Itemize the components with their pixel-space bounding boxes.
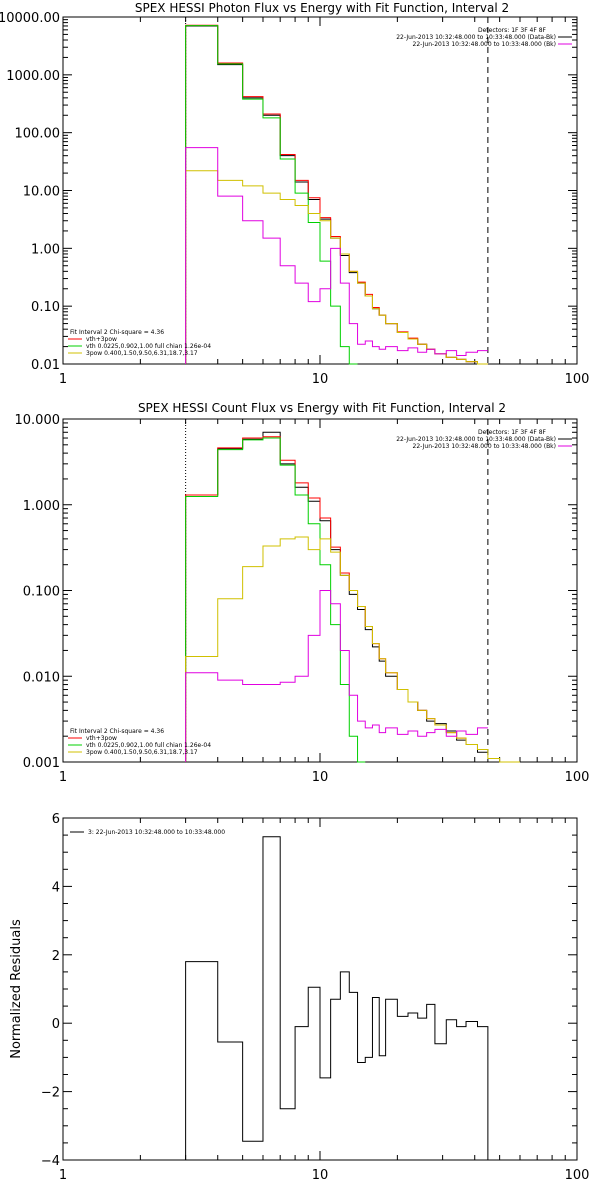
x-tick-label: 1	[59, 770, 67, 785]
panel1-vlines	[185, 17, 489, 364]
y-tick-label: 4	[52, 880, 60, 895]
panel1-legend-bottom: Fit Interval 2 Chi-square = 4.36 vth+3po…	[68, 329, 211, 357]
panel2-legend-chisq: Fit Interval 2 Chi-square = 4.36	[70, 728, 164, 735]
y-tick-label: 0.100	[23, 585, 60, 600]
panel1-legend-vth: vth 0.0225,0.902,1.00 full chian 1.26e-0…	[86, 343, 211, 350]
x-tick-label: 100	[565, 1168, 590, 1183]
panel2-title: SPEX HESSI Count Flux vs Energy with Fit…	[138, 401, 506, 415]
y-tick-label: 10.000	[15, 413, 61, 428]
y-tick-label: 1.000	[23, 499, 60, 514]
panel2-legend-data-bk: 22-Jun-2013 10:32:48.000 to 10:33:48.000…	[396, 436, 556, 443]
panel3-series	[185, 836, 489, 1160]
panel2-legend-bk: 22-Jun-2013 10:32:48.000 to 10:33:48.000…	[413, 443, 556, 450]
panel1-title: SPEX HESSI Photon Flux vs Energy with Fi…	[135, 1, 509, 15]
panel1-ticks: 1 10 100 0.01 0.10 1.00 10.00 100.00 1000.00 1000…	[0, 11, 589, 387]
y-tick-label: 0.10	[31, 300, 60, 315]
series-line-1	[185, 24, 488, 365]
y-tick-label: −4	[41, 1154, 60, 1169]
panel1-legend-total: vth+3pow	[86, 336, 117, 343]
panel2-legend-3pow: 3pow 0.400,1.50,9.50,6.31,18.7,3.17	[86, 749, 198, 756]
series-line-0	[185, 836, 489, 1160]
y-tick-label: 1000.00	[6, 69, 60, 84]
y-tick-label: 0	[52, 1017, 60, 1032]
panel2-ticks: 1 10 100 0.001 0.010 0.100 1.000 10.000	[15, 413, 590, 785]
series-line-4	[185, 147, 488, 364]
x-tick-label: 1	[59, 1168, 67, 1183]
panel2-legend-detectors: Detectors: 1F 3F 4F 8F	[478, 429, 547, 436]
y-tick-label: 6	[52, 812, 60, 827]
y-tick-label: 0.001	[23, 756, 60, 771]
y-tick-label: 10.00	[23, 185, 60, 200]
x-tick-label: 10	[312, 372, 329, 387]
y-tick-label: 1.00	[31, 242, 60, 257]
panel-residuals: Normalized Residuals 1 10 100 −4 −2 0 2 4 6 3: 2…	[9, 812, 589, 1183]
series-line-3	[185, 170, 488, 365]
panel1-legend-top: Detectors: 1F 3F 4F 8F 22-Jun-2013 10:32…	[396, 27, 572, 48]
panel3-legend: 3: 22-Jun-2013 10:32:48.000 to 10:33:48.…	[70, 829, 225, 836]
x-tick-label: 10	[312, 770, 329, 785]
panel1-legend-chisq: Fit Interval 2 Chi-square = 4.36	[70, 329, 164, 336]
y-tick-label: 0.010	[23, 670, 60, 685]
panel2-series	[185, 431, 520, 763]
series-line-2	[185, 25, 358, 365]
panel2-vlines	[185, 419, 489, 762]
y-tick-label: 2	[52, 949, 60, 964]
x-tick-label: 100	[565, 770, 590, 785]
panel-photon-flux: SPEX HESSI Photon Flux vs Energy with Fi…	[0, 1, 589, 387]
panel1-legend-bk: 22-Jun-2013 10:32:48.000 to 10:33:48.000…	[413, 41, 556, 48]
series-line-1	[185, 436, 488, 762]
series-line-0	[185, 431, 488, 762]
x-tick-label: 10	[312, 1168, 329, 1183]
panel2-legend-bottom: Fit Interval 2 Chi-square = 4.36 vth+3po…	[68, 728, 211, 756]
panel1-legend-3pow: 3pow 0.400,1.50,9.50,6.31,18.7,3.17	[86, 350, 198, 357]
y-tick-label: 0.01	[31, 358, 60, 373]
panel1-series	[185, 24, 488, 365]
panel-count-flux: SPEX HESSI Count Flux vs Energy with Fit…	[15, 401, 590, 785]
panel2-legend-vth: vth 0.0225,0.902,1.00 full chian 1.26e-0…	[86, 742, 211, 749]
panel1-legend-data-bk: 22-Jun-2013 10:32:48.000 to 10:33:48.000…	[396, 34, 556, 41]
y-tick-label: −2	[41, 1086, 60, 1101]
series-line-2	[185, 437, 366, 763]
panel1-frame	[62, 16, 578, 365]
y-tick-label: 10000.00	[0, 11, 60, 26]
panel3-ylabel: Normalized Residuals	[9, 919, 24, 1059]
y-tick-label: 100.00	[15, 127, 61, 142]
panel1-legend-detectors: Detectors: 1F 3F 4F 8F	[478, 27, 547, 34]
panel3-ticks: 1 10 100 −4 −2 0 2 4 6	[41, 812, 590, 1183]
x-tick-label: 1	[59, 372, 67, 387]
series-line-3	[185, 536, 520, 763]
series-line-4	[185, 590, 488, 762]
panel2-legend-total: vth+3pow	[86, 735, 117, 742]
panel3-legend-label: 3: 22-Jun-2013 10:32:48.000 to 10:33:48.…	[88, 829, 225, 836]
series-line-0	[185, 25, 488, 365]
x-tick-label: 100	[565, 372, 590, 387]
panel2-legend-top: Detectors: 1F 3F 4F 8F 22-Jun-2013 10:32…	[396, 429, 572, 450]
